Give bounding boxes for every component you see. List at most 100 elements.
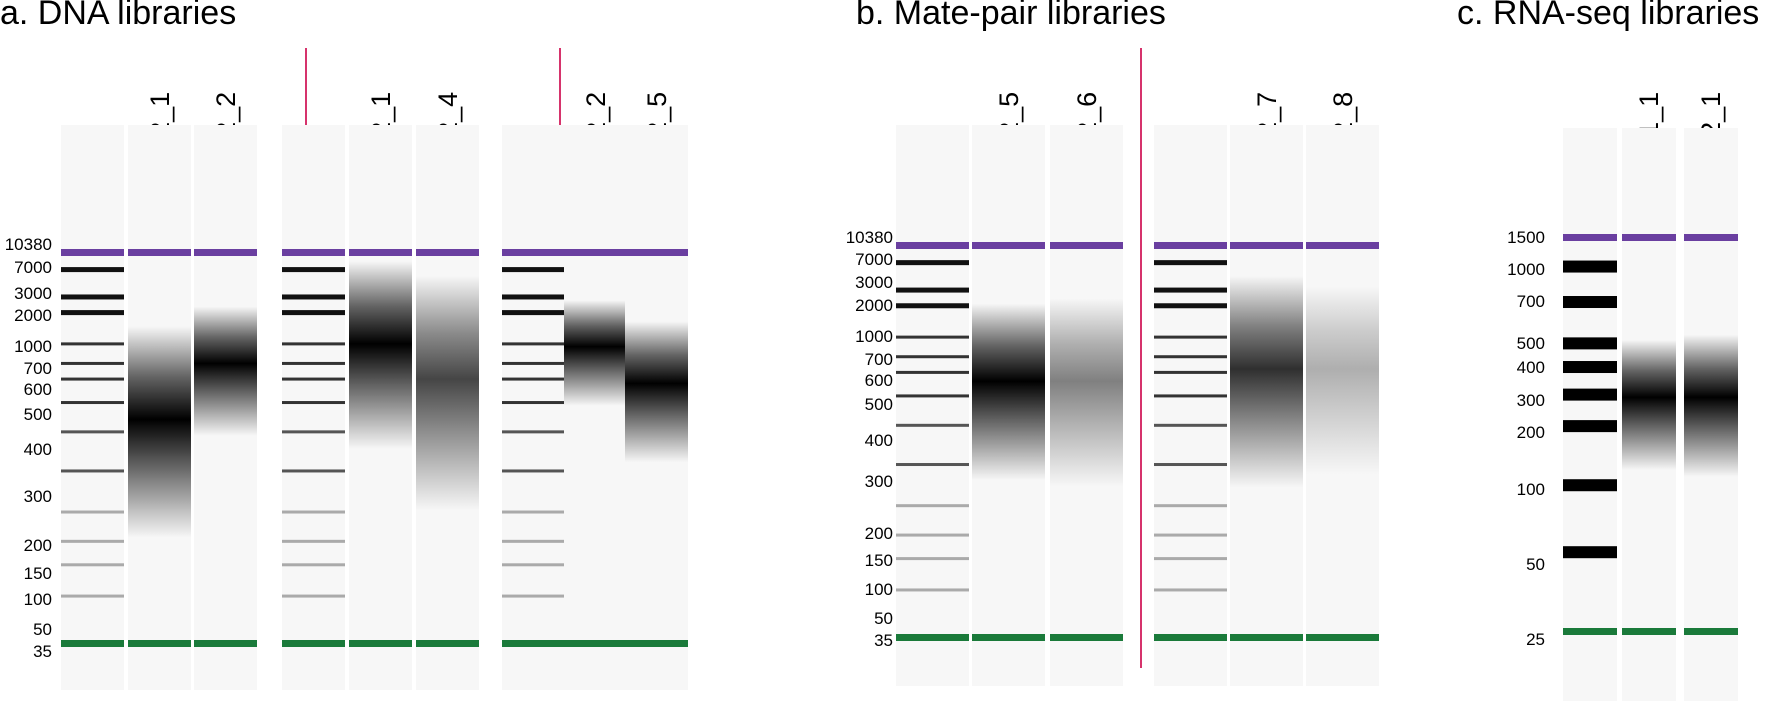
ladder-band [502, 377, 565, 381]
size-label: 1500 [1507, 228, 1545, 247]
ladder-band [282, 594, 345, 598]
panel-c-title: c. RNA-seq libraries [1457, 0, 1760, 32]
sample-smear [972, 245, 1045, 637]
size-label: 400 [23, 440, 52, 459]
size-label: 700 [23, 359, 52, 378]
ladder-band [1563, 388, 1617, 401]
ladder-lane [1563, 128, 1617, 701]
sample-smear [1684, 237, 1738, 631]
sample-lane [564, 125, 627, 690]
lane-background [1154, 125, 1227, 686]
ladder-band [61, 294, 124, 300]
upper-marker-band [61, 249, 124, 256]
upper-marker-band [194, 249, 257, 256]
size-label: 600 [23, 380, 52, 399]
sample-smear [625, 252, 688, 643]
ladder-band [282, 401, 345, 405]
size-label: 1000 [1507, 260, 1545, 279]
ladder-band [61, 267, 124, 273]
ladder-band [502, 539, 565, 543]
upper-marker-band [349, 249, 412, 256]
ladder-band [282, 469, 345, 473]
ladder-band [896, 423, 969, 427]
ladder-band [1563, 337, 1617, 350]
sample-lane [1684, 128, 1738, 701]
sample-lane [972, 125, 1045, 686]
ladder-lane [61, 125, 124, 690]
sample-smear [349, 252, 412, 643]
size-label: 10380 [4, 235, 52, 254]
ladder-band [282, 539, 345, 543]
size-label: 50 [874, 609, 893, 628]
size-label: 2000 [14, 306, 52, 325]
size-label: 200 [23, 536, 52, 555]
ladder-band [61, 361, 124, 365]
ladder-band [502, 294, 565, 300]
upper-marker-band [972, 242, 1045, 249]
ladder-band [502, 267, 565, 273]
ladder-band [502, 563, 565, 567]
sample-lane [1050, 125, 1123, 686]
lower-marker-band [1306, 634, 1379, 641]
sample-lane [416, 125, 479, 690]
ladder-lane [1154, 125, 1227, 686]
ladder-band [282, 342, 345, 346]
size-label: 1000 [14, 337, 52, 356]
size-label: 500 [23, 405, 52, 424]
ladder-band [896, 260, 969, 266]
lower-marker-band [564, 640, 627, 647]
ladder-band [1154, 557, 1227, 561]
sample-lane [625, 125, 688, 690]
upper-marker-band [564, 249, 627, 256]
ladder-band [61, 563, 124, 567]
ladder-band [896, 504, 969, 508]
upper-marker-band [502, 249, 565, 256]
sample-smear [1306, 245, 1379, 637]
ladder-band [282, 430, 345, 434]
sample-lane [1230, 125, 1303, 686]
ladder-band [896, 588, 969, 592]
ladder-band [896, 355, 969, 359]
upper-marker-band [1154, 242, 1227, 249]
ladder-band [1154, 504, 1227, 508]
ladder-band [1563, 420, 1617, 433]
size-label: 500 [1516, 334, 1545, 353]
ladder-band [896, 533, 969, 537]
lane-background [282, 125, 345, 690]
ladder-band [502, 510, 565, 514]
ladder-band [282, 267, 345, 273]
upper-marker-band [282, 249, 345, 256]
ladder-band [282, 294, 345, 300]
upper-marker-band [1563, 234, 1617, 241]
size-label: 25 [1526, 630, 1545, 649]
size-label: 300 [1516, 391, 1545, 410]
ladder-band [1154, 260, 1227, 266]
ladder-band [1154, 335, 1227, 339]
upper-marker-band [1306, 242, 1379, 249]
ladder-band [61, 310, 124, 316]
upper-marker-band [128, 249, 191, 256]
lower-marker-band [61, 640, 124, 647]
size-label: 100 [1516, 480, 1545, 499]
ladder-band [1563, 479, 1617, 492]
lane-background [502, 125, 565, 690]
ladder-band [1154, 370, 1227, 374]
ladder-band [502, 469, 565, 473]
size-label: 100 [864, 580, 893, 599]
lower-marker-band [282, 640, 345, 647]
ladder-band [282, 510, 345, 514]
ladder-band [1154, 588, 1227, 592]
lower-marker-band [416, 640, 479, 647]
upper-marker-band [1684, 234, 1738, 241]
sample-smear [1622, 237, 1676, 631]
ladder-band [61, 539, 124, 543]
ladder-band [61, 594, 124, 598]
upper-marker-band [416, 249, 479, 256]
lower-marker-band [972, 634, 1045, 641]
size-label: 200 [864, 524, 893, 543]
size-label: 100 [23, 590, 52, 609]
lower-marker-band [1622, 628, 1676, 635]
lower-marker-band [1154, 634, 1227, 641]
panel-b-title: b. Mate-pair libraries [856, 0, 1166, 32]
